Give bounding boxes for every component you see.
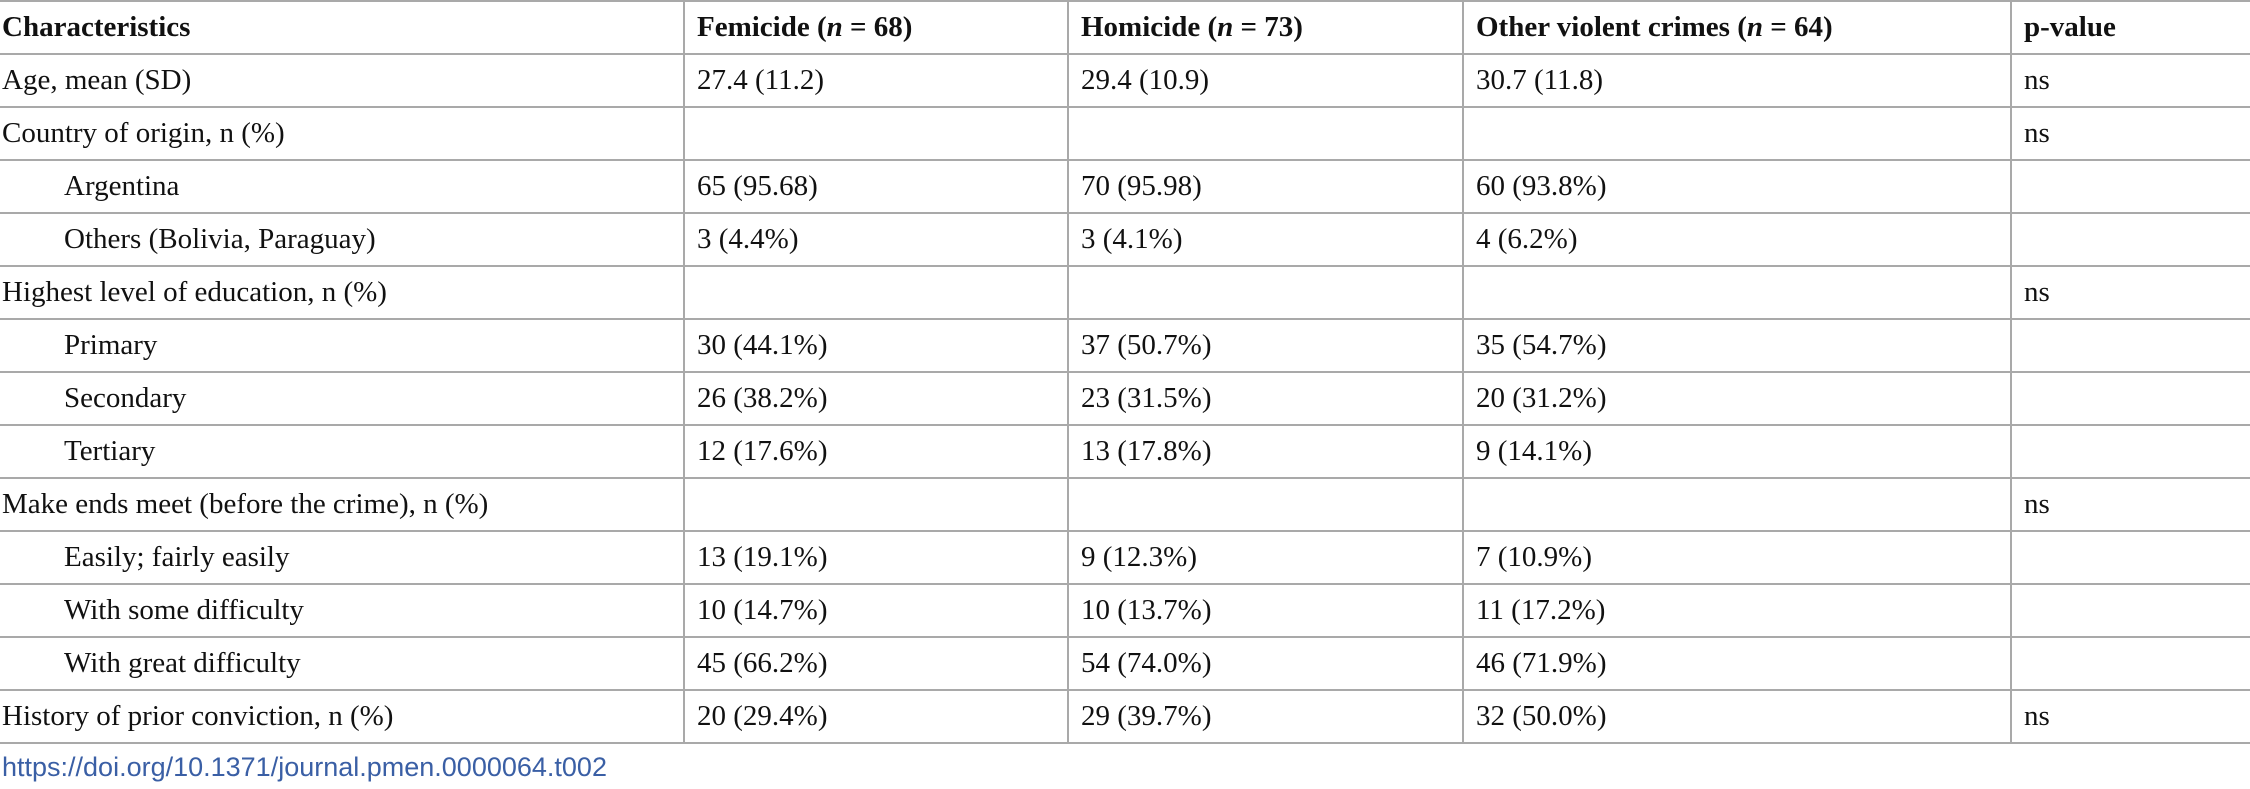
cell-homicide: 37 (50.7%): [1067, 319, 1463, 373]
cell-other: 20 (31.2%): [1462, 372, 2011, 426]
cell-femicide: 45 (66.2%): [683, 637, 1068, 691]
data-table-container: Characteristics Femicide (n = 68) Homici…: [0, 0, 2250, 744]
cell-femicide: [683, 266, 1068, 320]
cell-other: [1462, 266, 2011, 320]
row-label: Highest level of education, n (%): [0, 266, 684, 320]
cell-femicide: 13 (19.1%): [683, 531, 1068, 585]
header-femicide: Femicide (n = 68): [683, 0, 1068, 55]
table-row: Age, mean (SD) 27.4 (11.2) 29.4 (10.9) 3…: [0, 54, 2250, 108]
cell-femicide: 26 (38.2%): [683, 372, 1068, 426]
header-characteristics: Characteristics: [0, 0, 684, 55]
table-row: Argentina 65 (95.68) 70 (95.98) 60 (93.8…: [0, 160, 2250, 214]
cell-other: 46 (71.9%): [1462, 637, 2011, 691]
row-label: Make ends meet (before the crime), n (%): [0, 478, 684, 532]
cell-p-value: ns: [2010, 478, 2250, 532]
cell-femicide: 27.4 (11.2): [683, 54, 1068, 108]
cell-homicide: [1067, 266, 1463, 320]
cell-p-value: ns: [2010, 266, 2250, 320]
row-label: Secondary: [0, 372, 684, 426]
cell-homicide: 54 (74.0%): [1067, 637, 1463, 691]
cell-femicide: 20 (29.4%): [683, 690, 1068, 744]
cell-homicide: [1067, 107, 1463, 161]
cell-other: [1462, 107, 2011, 161]
cell-femicide: 10 (14.7%): [683, 584, 1068, 638]
row-label: With great difficulty: [0, 637, 684, 691]
cell-homicide: 29 (39.7%): [1067, 690, 1463, 744]
row-label: Primary: [0, 319, 684, 373]
doi-link[interactable]: https://doi.org/10.1371/journal.pmen.000…: [2, 752, 607, 782]
cell-other: 4 (6.2%): [1462, 213, 2011, 267]
cell-p-value: [2010, 637, 2250, 691]
row-label: Age, mean (SD): [0, 54, 684, 108]
table-row: Others (Bolivia, Paraguay) 3 (4.4%) 3 (4…: [0, 213, 2250, 267]
cell-femicide: 30 (44.1%): [683, 319, 1068, 373]
header-row: Characteristics Femicide (n = 68) Homici…: [0, 0, 2250, 55]
cell-femicide: 12 (17.6%): [683, 425, 1068, 479]
cell-homicide: 29.4 (10.9): [1067, 54, 1463, 108]
cell-p-value: [2010, 531, 2250, 585]
row-label: With some difficulty: [0, 584, 684, 638]
cell-other: 7 (10.9%): [1462, 531, 2011, 585]
row-label: Others (Bolivia, Paraguay): [0, 213, 684, 267]
table-row: Highest level of education, n (%) ns: [0, 266, 2250, 320]
characteristics-table: Characteristics Femicide (n = 68) Homici…: [0, 0, 2250, 744]
cell-p-value: [2010, 372, 2250, 426]
table-row: Secondary 26 (38.2%) 23 (31.5%) 20 (31.2…: [0, 372, 2250, 426]
table-row: With some difficulty 10 (14.7%) 10 (13.7…: [0, 584, 2250, 638]
table-row: Country of origin, n (%) ns: [0, 107, 2250, 161]
cell-homicide: [1067, 478, 1463, 532]
table-row: Easily; fairly easily 13 (19.1%) 9 (12.3…: [0, 531, 2250, 585]
cell-other: 11 (17.2%): [1462, 584, 2011, 638]
row-label: Country of origin, n (%): [0, 107, 684, 161]
row-label: Tertiary: [0, 425, 684, 479]
cell-homicide: 9 (12.3%): [1067, 531, 1463, 585]
table-row: Primary 30 (44.1%) 37 (50.7%) 35 (54.7%): [0, 319, 2250, 373]
header-other-violent-crimes: Other violent crimes (n = 64): [1462, 0, 2011, 55]
table-row: Make ends meet (before the crime), n (%)…: [0, 478, 2250, 532]
cell-other: 35 (54.7%): [1462, 319, 2011, 373]
row-label: Easily; fairly easily: [0, 531, 684, 585]
header-homicide: Homicide (n = 73): [1067, 0, 1463, 55]
cell-p-value: [2010, 160, 2250, 214]
cell-femicide: 65 (95.68): [683, 160, 1068, 214]
cell-homicide: 3 (4.1%): [1067, 213, 1463, 267]
table-row: Tertiary 12 (17.6%) 13 (17.8%) 9 (14.1%): [0, 425, 2250, 479]
header-p-value: p-value: [2010, 0, 2250, 55]
cell-homicide: 23 (31.5%): [1067, 372, 1463, 426]
cell-femicide: [683, 478, 1068, 532]
table-row: With great difficulty 45 (66.2%) 54 (74.…: [0, 637, 2250, 691]
cell-femicide: [683, 107, 1068, 161]
cell-p-value: [2010, 584, 2250, 638]
cell-other: 9 (14.1%): [1462, 425, 2011, 479]
cell-femicide: 3 (4.4%): [683, 213, 1068, 267]
cell-homicide: 10 (13.7%): [1067, 584, 1463, 638]
cell-homicide: 70 (95.98): [1067, 160, 1463, 214]
cell-p-value: [2010, 319, 2250, 373]
cell-other: 32 (50.0%): [1462, 690, 2011, 744]
cell-p-value: [2010, 213, 2250, 267]
cell-p-value: [2010, 425, 2250, 479]
cell-other: [1462, 478, 2011, 532]
cell-p-value: ns: [2010, 107, 2250, 161]
cell-other: 60 (93.8%): [1462, 160, 2011, 214]
cell-other: 30.7 (11.8): [1462, 54, 2011, 108]
row-label: History of prior conviction, n (%): [0, 690, 684, 744]
table-row: History of prior conviction, n (%) 20 (2…: [0, 690, 2250, 744]
cell-p-value: ns: [2010, 54, 2250, 108]
row-label: Argentina: [0, 160, 684, 214]
cell-p-value: ns: [2010, 690, 2250, 744]
cell-homicide: 13 (17.8%): [1067, 425, 1463, 479]
